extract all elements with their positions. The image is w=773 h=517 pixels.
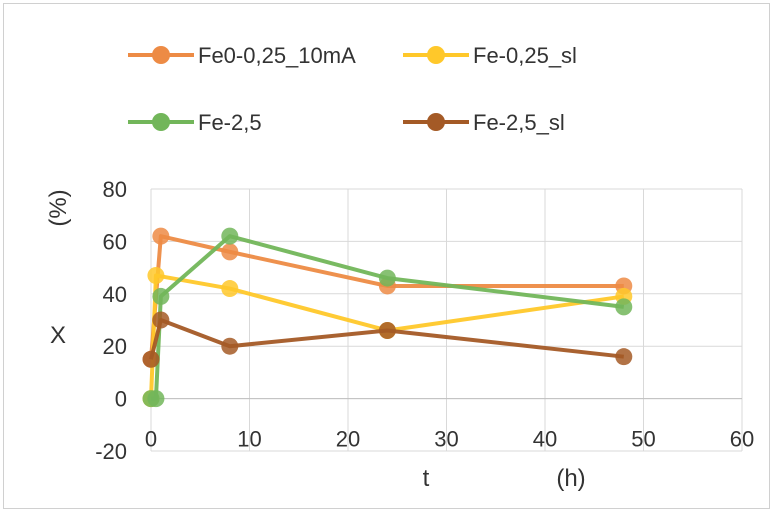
y-tick-label: 20 [103, 334, 127, 359]
data-point [152, 287, 170, 305]
y-tick-label: 60 [103, 229, 127, 254]
data-point [221, 280, 239, 298]
data-point [221, 227, 239, 245]
y-axis-label: X [50, 322, 66, 349]
chart-border [3, 3, 770, 509]
data-point [152, 227, 170, 245]
legend-label: Fe-0,25_sl [473, 43, 577, 68]
legend-marker [152, 46, 170, 64]
y-tick-label: 0 [115, 387, 127, 412]
data-point [147, 390, 165, 408]
data-point [378, 321, 396, 339]
legend-label: Fe-2,5_sl [473, 110, 565, 135]
legend: Fe0-0,25_10mA Fe-0,25_sl Fe-2,5 Fe-2,5_sl [128, 43, 577, 135]
x-tick-label: 60 [730, 427, 754, 452]
legend-marker [427, 46, 445, 64]
data-point [142, 350, 160, 368]
data-point [378, 269, 396, 287]
x-tick-label: 30 [434, 427, 458, 452]
data-point [152, 311, 170, 329]
x-tick-label: 40 [533, 427, 557, 452]
y-tick-label: 80 [103, 177, 127, 202]
data-point [221, 243, 239, 261]
legend-label: Fe-2,5 [198, 110, 262, 135]
legend-label: Fe0-0,25_10mA [198, 43, 356, 68]
y-tick-label: -20 [95, 439, 127, 464]
x-tick-label: 0 [145, 427, 157, 452]
series [142, 227, 633, 408]
legend-marker [152, 113, 170, 131]
legend-marker [427, 113, 445, 131]
y-tick-label: 40 [103, 282, 127, 307]
data-point [615, 298, 633, 316]
y-axis-unit: (%) [45, 189, 72, 226]
axes: -20 0 20 40 60 80 0 10 20 30 40 50 60 [95, 177, 754, 464]
x-axis-unit: (h) [556, 465, 585, 492]
data-point [221, 337, 239, 355]
x-tick-label: 50 [631, 427, 655, 452]
x-axis-label: t [423, 465, 430, 492]
x-tick-label: 10 [237, 427, 261, 452]
x-tick-label: 20 [336, 427, 360, 452]
data-point [147, 266, 165, 284]
data-point [615, 348, 633, 366]
